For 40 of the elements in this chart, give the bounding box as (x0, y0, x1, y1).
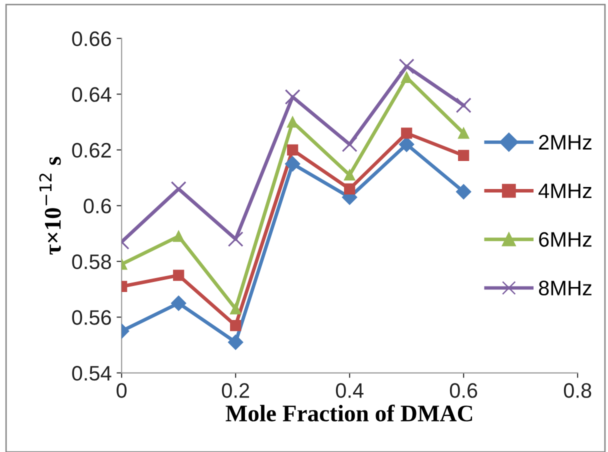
point (171, 296, 186, 311)
x-tick-label: 0 (116, 383, 127, 398)
y-tick-label: 0.64 (72, 87, 112, 102)
point (173, 230, 184, 242)
x-axis-title: Mole Fraction of DMAC (226, 404, 472, 422)
point (344, 183, 356, 194)
point (398, 58, 414, 74)
point (285, 156, 300, 172)
point (456, 184, 472, 200)
point (399, 136, 414, 152)
point (342, 136, 358, 152)
point (230, 303, 242, 314)
point (458, 150, 470, 162)
point (284, 89, 300, 105)
y-tick-label: 0.54 (72, 366, 112, 381)
point (344, 169, 356, 181)
point (456, 98, 472, 114)
point (287, 116, 298, 128)
point (401, 72, 412, 83)
y-tick-label: 0.6 (84, 198, 111, 214)
point (228, 334, 244, 350)
y-tick-label: 0.62 (72, 142, 111, 158)
y-tick-label: 0.56 (72, 310, 111, 325)
y-tick-label: 0.58 (72, 254, 111, 270)
point (173, 270, 184, 281)
x-tick-label: 0.4 (336, 383, 364, 398)
point (228, 231, 244, 247)
point (287, 144, 298, 156)
point (230, 320, 242, 332)
x-tick-label: 0.6 (450, 383, 478, 398)
legend-label: 6MHz (539, 232, 592, 247)
y-axis-title: τ×10$^{−12}$ s (39, 156, 61, 255)
point (401, 128, 412, 139)
x-tick-label: 0.8 (564, 383, 592, 398)
legend-label: 2MHz (539, 134, 592, 150)
legend-label: 8MHz (538, 280, 592, 296)
legend-label: 4MHz (538, 184, 592, 198)
y-tick-label: 0.66 (72, 31, 111, 46)
x-tick-label: 0.2 (222, 383, 250, 398)
point (458, 128, 470, 139)
